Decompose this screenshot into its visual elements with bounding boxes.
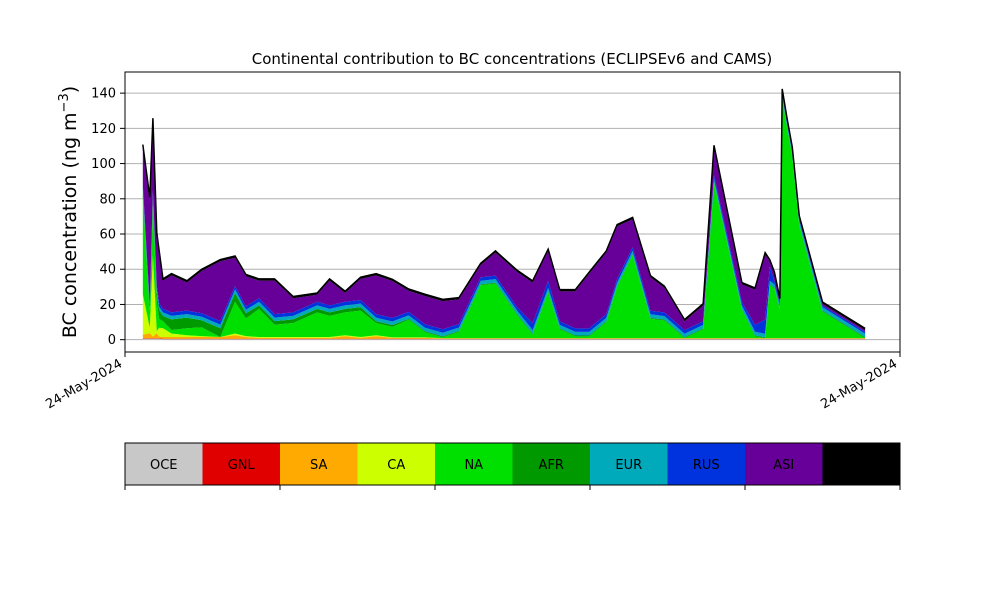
y-tick-label: 140 — [91, 87, 116, 102]
total-line — [142, 88, 866, 330]
legend-label-sa: SA — [310, 458, 327, 473]
y-tick-label: 40 — [99, 263, 116, 278]
legend-label-oce: OCE — [150, 458, 178, 473]
legend-label-rus: RUS — [693, 458, 720, 473]
legend-swatch-asi — [745, 443, 823, 485]
legend-swatch-aus — [822, 443, 900, 485]
chart-title: Continental contribution to BC concentra… — [252, 50, 773, 68]
legend-colorbar: OCE GNL SA CA NA AFR EUR RUS ASI AUS — [124, 442, 901, 490]
y-axis-label-close: ) — [59, 86, 81, 93]
y-axis-label-main: BC concentration (ng m — [59, 112, 81, 338]
legend-label-afr: AFR — [539, 458, 564, 473]
area-asi — [142, 90, 866, 332]
total-concentration-line — [142, 88, 866, 330]
x-axis-ticks: 24-May-2024 24-May-2024 — [43, 352, 901, 412]
y-tick-label: 0 — [108, 333, 116, 348]
y-tick-label: 120 — [91, 122, 116, 137]
area-sa — [142, 332, 866, 339]
legend-label-eur: EUR — [615, 458, 642, 473]
legend-swatch-sa — [280, 443, 358, 485]
legend-label-aus: AUS — [848, 458, 875, 473]
legend-swatch-ca — [357, 443, 435, 485]
legend-label-gnl: GNL — [228, 458, 256, 473]
y-tick-label: 60 — [99, 228, 116, 243]
y-tick-label: 80 — [99, 192, 116, 207]
legend-label-asi: ASI — [773, 458, 794, 473]
y-axis-ticks: 0 20 40 60 80 100 120 140 — [91, 87, 125, 348]
legend-label-na: NA — [464, 458, 483, 473]
legend-swatch-oce — [125, 443, 203, 485]
y-axis-label-exponent: −3 — [57, 93, 72, 112]
legend-label-ca: CA — [387, 458, 405, 473]
stacked-areas — [142, 88, 866, 340]
x-tick-label: 24-May-2024 — [818, 356, 900, 412]
legend-frame — [124, 442, 901, 486]
legend-swatch-na — [435, 443, 513, 485]
area-na — [142, 98, 866, 339]
y-tick-label: 100 — [91, 157, 116, 172]
legend-swatch-rus — [667, 443, 745, 485]
legend-swatch-eur — [590, 443, 668, 485]
y-axis-label: BC concentration (ng m−3) — [57, 86, 81, 338]
axes-frame — [124, 71, 901, 353]
y-tick-label: 20 — [99, 298, 116, 313]
area-gnl — [142, 338, 866, 340]
area-oce — [142, 338, 866, 340]
x-tick-label: 24-May-2024 — [43, 356, 125, 412]
legend-swatch-gnl — [202, 443, 280, 485]
legend-swatch-afr — [512, 443, 590, 485]
